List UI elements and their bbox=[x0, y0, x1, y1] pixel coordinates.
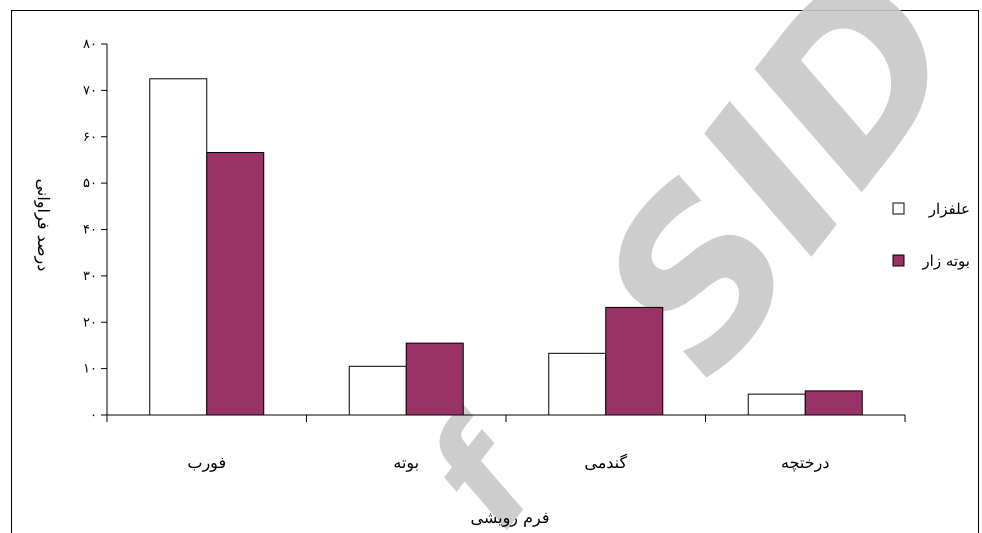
y-tick-label: ۶۰ bbox=[83, 130, 97, 145]
bar bbox=[348, 365, 407, 416]
y-tick-label: ۲۰ bbox=[83, 315, 97, 330]
y-tick-label: ۳۰ bbox=[83, 269, 97, 284]
bar bbox=[747, 393, 806, 416]
legend-label: علفزار bbox=[928, 200, 970, 218]
x-axis-title: فرم رویشی bbox=[471, 508, 550, 527]
bar bbox=[548, 352, 607, 416]
y-axis-title: درصد فراوانی bbox=[34, 179, 53, 272]
y-tick-label: ۴۰ bbox=[83, 223, 97, 238]
legend: علفزار بوته زار bbox=[892, 200, 970, 270]
bar bbox=[804, 390, 863, 416]
x-tick-label: فورب bbox=[187, 453, 226, 472]
bar bbox=[206, 152, 265, 416]
y-tick-label: ۷۰ bbox=[83, 83, 97, 98]
x-tick-label: بوته bbox=[393, 453, 419, 472]
x-tick-label: گندمی bbox=[584, 453, 627, 472]
legend-swatch bbox=[892, 254, 905, 267]
legend-swatch bbox=[892, 202, 905, 215]
y-tick-label: ۰ bbox=[90, 408, 97, 423]
y-tick-label: ۵۰ bbox=[83, 176, 97, 191]
bar bbox=[405, 342, 464, 416]
y-tick-label: ۱۰ bbox=[83, 362, 97, 377]
bars bbox=[149, 78, 863, 416]
y-tick-label: ۸۰ bbox=[83, 37, 97, 52]
chart-frame bbox=[11, 10, 979, 533]
legend-label: بوته زار bbox=[921, 252, 970, 270]
bar bbox=[149, 78, 208, 416]
labels: ۰ ۱۰ ۲۰ ۳۰ ۴۰ ۵۰ ۶۰ ۷۰ ۸۰ فورب بوته گندمی درختچه فرم … bbox=[34, 37, 829, 527]
bar bbox=[605, 306, 664, 416]
x-tick-label: درختچه bbox=[781, 453, 829, 472]
